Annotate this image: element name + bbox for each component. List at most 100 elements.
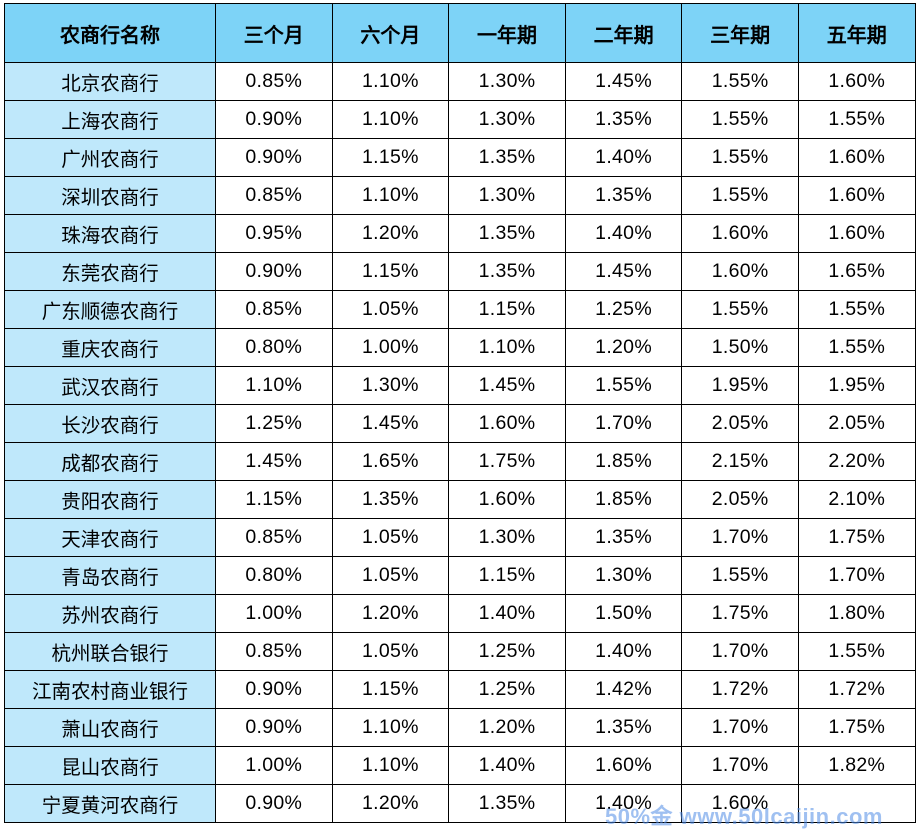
rate-cell: 1.65% xyxy=(331,442,450,481)
rate-cell: 1.70% xyxy=(564,404,683,443)
rate-cell: 1.40% xyxy=(564,784,683,823)
rate-cell: 1.25% xyxy=(215,404,333,443)
rate-cell: 1.75% xyxy=(448,442,566,481)
bank-name-cell: 苏州农商行 xyxy=(4,594,216,633)
rate-cell: 0.90% xyxy=(215,252,333,291)
rate-cell: 1.85% xyxy=(564,442,683,481)
rate-cell: 1.60% xyxy=(797,62,916,101)
rate-cell: 0.85% xyxy=(215,176,333,215)
rate-cell: 1.10% xyxy=(331,746,450,785)
rate-cell: 1.95% xyxy=(797,366,916,405)
rate-cell: 2.05% xyxy=(797,404,916,443)
rate-cell: 1.35% xyxy=(564,708,683,747)
rate-cell: 1.20% xyxy=(331,214,450,253)
rate-cell: 1.60% xyxy=(681,252,799,291)
rate-cell: 1.55% xyxy=(681,556,799,595)
rate-cell: 1.45% xyxy=(215,442,333,481)
table-row: 宁夏黄河农商行 0.90% 1.20% 1.35% 1.40% 1.60% xyxy=(4,784,916,823)
rate-cell: 1.75% xyxy=(797,518,916,557)
rate-cell: 1.35% xyxy=(331,480,450,519)
table-row: 杭州联合银行 0.85% 1.05% 1.25% 1.40% 1.70% 1.55% xyxy=(4,632,916,671)
table-row: 东莞农商行 0.90% 1.15% 1.35% 1.45% 1.60% 1.65% xyxy=(4,252,916,291)
rate-cell: 1.30% xyxy=(331,366,450,405)
rate-cell: 1.15% xyxy=(331,670,450,709)
table-row: 苏州农商行 1.00% 1.20% 1.40% 1.50% 1.75% 1.80% xyxy=(4,594,916,633)
rate-cell: 1.15% xyxy=(448,556,566,595)
rate-cell: 1.40% xyxy=(448,594,566,633)
rate-cell: 1.72% xyxy=(681,670,799,709)
rate-cell: 1.70% xyxy=(681,632,799,671)
rate-cell: 1.35% xyxy=(448,784,566,823)
rate-cell: 1.42% xyxy=(564,670,683,709)
bank-name-cell: 重庆农商行 xyxy=(4,328,216,367)
rate-cell: 1.30% xyxy=(564,556,683,595)
bank-name-cell: 昆山农商行 xyxy=(4,746,216,785)
table-body: 北京农商行 0.85% 1.10% 1.30% 1.45% 1.55% 1.60% 上海农商行… xyxy=(4,62,916,823)
rate-cell: 1.15% xyxy=(331,252,450,291)
rate-cell: 1.35% xyxy=(564,518,683,557)
bank-name-cell: 广东顺德农商行 xyxy=(4,290,216,329)
bank-name-cell: 天津农商行 xyxy=(4,518,216,557)
rate-cell: 1.55% xyxy=(681,290,799,329)
rate-cell: 1.55% xyxy=(681,176,799,215)
bank-name-cell: 武汉农商行 xyxy=(4,366,216,405)
rate-cell: 1.55% xyxy=(681,62,799,101)
rate-cell: 1.55% xyxy=(564,366,683,405)
rate-cell: 1.55% xyxy=(681,138,799,177)
header-2-year: 二年期 xyxy=(564,3,683,63)
rate-cell: 1.40% xyxy=(564,214,683,253)
table-row: 上海农商行 0.90% 1.10% 1.30% 1.35% 1.55% 1.55% xyxy=(4,100,916,139)
bank-name-cell: 萧山农商行 xyxy=(4,708,216,747)
table-row: 深圳农商行 0.85% 1.10% 1.30% 1.35% 1.55% 1.60% xyxy=(4,176,916,215)
table-row: 青岛农商行 0.80% 1.05% 1.15% 1.30% 1.55% 1.70% xyxy=(4,556,916,595)
rate-cell: 0.90% xyxy=(215,138,333,177)
table-row: 天津农商行 0.85% 1.05% 1.30% 1.35% 1.70% 1.75% xyxy=(4,518,916,557)
rate-cell: 1.15% xyxy=(215,480,333,519)
rate-cell: 1.05% xyxy=(331,290,450,329)
rate-cell: 1.10% xyxy=(331,176,450,215)
bank-name-cell: 广州农商行 xyxy=(4,138,216,177)
rate-cell: 1.30% xyxy=(448,62,566,101)
rate-cell: 1.60% xyxy=(681,214,799,253)
rate-cell: 1.00% xyxy=(331,328,450,367)
rate-cell: 0.90% xyxy=(215,670,333,709)
rate-cell: 0.80% xyxy=(215,556,333,595)
table-row: 长沙农商行 1.25% 1.45% 1.60% 1.70% 2.05% 2.05% xyxy=(4,404,916,443)
rate-cell: 1.25% xyxy=(564,290,683,329)
rate-cell: 1.95% xyxy=(681,366,799,405)
rate-cell: 1.35% xyxy=(564,176,683,215)
rate-cell: 0.85% xyxy=(215,632,333,671)
table-row: 北京农商行 0.85% 1.10% 1.30% 1.45% 1.55% 1.60% xyxy=(4,62,916,101)
rate-cell: 1.00% xyxy=(215,594,333,633)
bank-name-cell: 宁夏黄河农商行 xyxy=(4,784,216,823)
rate-cell: 1.05% xyxy=(331,518,450,557)
table-row: 成都农商行 1.45% 1.65% 1.75% 1.85% 2.15% 2.20% xyxy=(4,442,916,481)
rate-cell: 2.20% xyxy=(797,442,916,481)
rate-cell: 1.15% xyxy=(448,290,566,329)
rate-cell: 2.05% xyxy=(681,480,799,519)
rate-cell: 1.45% xyxy=(448,366,566,405)
rate-cell: 1.05% xyxy=(331,556,450,595)
rate-cell: 1.80% xyxy=(797,594,916,633)
rate-cell: 1.35% xyxy=(448,214,566,253)
bank-name-cell: 江南农村商业银行 xyxy=(4,670,216,709)
rate-cell: 1.60% xyxy=(797,138,916,177)
rate-cell: 1.55% xyxy=(797,290,916,329)
bank-name-cell: 深圳农商行 xyxy=(4,176,216,215)
rate-cell: 1.82% xyxy=(797,746,916,785)
rate-cell: 1.70% xyxy=(681,708,799,747)
rate-cell: 1.10% xyxy=(331,100,450,139)
deposit-rate-table: 农商行名称 三个月 六个月 一年期 二年期 三年期 五年期 北京农商行 0.85%… xyxy=(4,3,916,823)
header-1-year: 一年期 xyxy=(448,3,566,63)
rate-cell: 1.60% xyxy=(448,480,566,519)
rate-cell: 0.85% xyxy=(215,62,333,101)
rate-cell: 1.20% xyxy=(331,594,450,633)
rate-cell: 1.20% xyxy=(448,708,566,747)
rate-cell: 1.60% xyxy=(797,214,916,253)
rate-cell: 1.60% xyxy=(681,784,799,823)
rate-cell: 1.45% xyxy=(564,62,683,101)
rate-cell: 1.65% xyxy=(797,252,916,291)
rate-cell: 1.45% xyxy=(564,252,683,291)
header-row: 农商行名称 三个月 六个月 一年期 二年期 三年期 五年期 xyxy=(4,3,916,63)
rate-cell: 1.05% xyxy=(331,632,450,671)
